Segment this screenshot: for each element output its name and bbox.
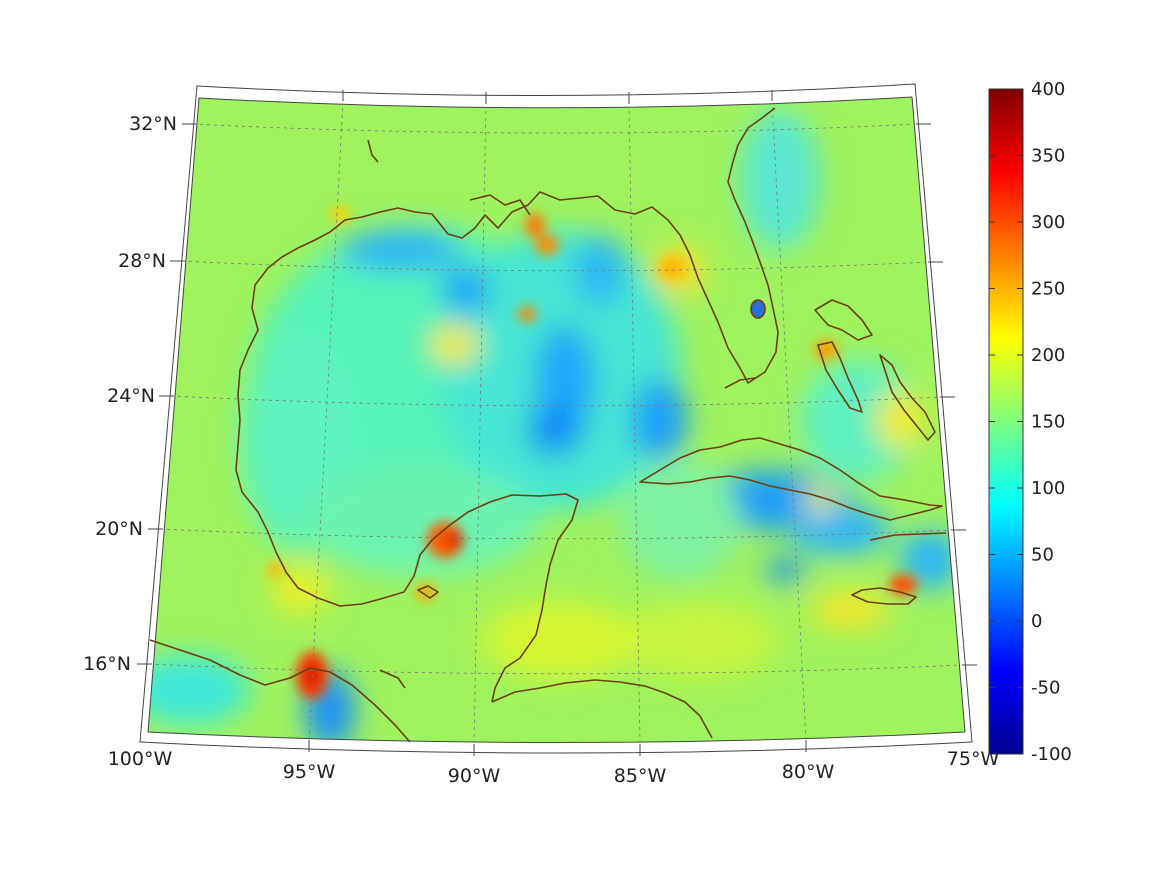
coastlines — [149, 107, 947, 743]
lon-label-80: 80°W — [782, 761, 835, 783]
bahamas-coast — [814, 299, 873, 341]
colorbar: 400 350 300 250 200 150 100 50 0 -50 -100 — [988, 79, 1072, 765]
colorbar-tick-label: -50 — [1031, 678, 1060, 699]
lat-label-20: 20°N — [95, 518, 143, 540]
frame-outer — [139, 83, 973, 754]
louisiana-detail — [367, 139, 379, 163]
colorbar-tick-label: 0 — [1031, 611, 1042, 632]
lon-label-90: 90°W — [448, 765, 501, 787]
meridian-95W — [308, 100, 344, 741]
frame-inner — [147, 96, 966, 743]
colorbar-tick-label: 250 — [1031, 279, 1065, 300]
frame-ticks — [137, 90, 977, 756]
hispaniola-coast — [869, 532, 947, 541]
bahamas-east — [879, 354, 936, 441]
lat-label-28: 28°N — [118, 250, 166, 272]
yucatan-islands — [417, 585, 439, 599]
jamaica-coast — [851, 587, 917, 605]
colorbar-ticks: 400 350 300 250 200 150 100 50 0 -50 -100 — [989, 79, 1072, 765]
colorbar-tick-label: 300 — [1031, 212, 1065, 233]
lat-label-24: 24°N — [107, 385, 155, 407]
keys-detail — [724, 377, 756, 389]
lat-label-32: 32°N — [129, 113, 177, 135]
lat-label-16: 16°N — [83, 653, 131, 675]
meridian-90W — [473, 103, 487, 743]
colorbar-tick-label: 200 — [1031, 345, 1065, 366]
colorbar-tick-label: -100 — [1031, 744, 1072, 765]
colorbar-tick-label: 400 — [1031, 79, 1065, 100]
florida-lake — [751, 300, 765, 318]
lon-label-75: 75°W — [947, 748, 1000, 770]
meridian-80W — [771, 100, 807, 741]
mississippi-delta-detail — [469, 194, 531, 216]
lon-label-95: 95°W — [283, 761, 336, 783]
colorbar-tick-label: 100 — [1031, 478, 1065, 499]
field-blobs — [148, 110, 960, 743]
lon-label-85: 85°W — [614, 765, 667, 787]
longitude-labels: 100°W 95°W 90°W 85°W 80°W 75°W — [108, 748, 1000, 787]
bahamas-andros — [817, 341, 863, 413]
colorbar-tick-label: 350 — [1031, 146, 1065, 167]
cuba-coast — [639, 437, 943, 521]
pacific-islands — [379, 669, 406, 689]
parallel-24N — [170, 395, 942, 407]
graticule — [148, 100, 964, 743]
pacific-coast — [149, 639, 411, 743]
lon-label-100: 100°W — [108, 748, 173, 770]
gulf-coastline — [235, 107, 779, 703]
colorbar-tick-label: 50 — [1031, 545, 1054, 566]
latitude-labels: 32°N 28°N 24°N 20°N 16°N — [83, 113, 177, 675]
lake-okeechobee — [750, 299, 766, 319]
colorbar-tick-label: 150 — [1031, 412, 1065, 433]
parallel-20N — [159, 528, 953, 540]
parallel-28N — [181, 260, 930, 272]
map-field — [148, 97, 965, 743]
parallel-32N — [192, 123, 918, 134]
central-america-coast — [491, 679, 713, 739]
map-frame — [139, 83, 973, 754]
meridian-85W — [628, 103, 641, 743]
